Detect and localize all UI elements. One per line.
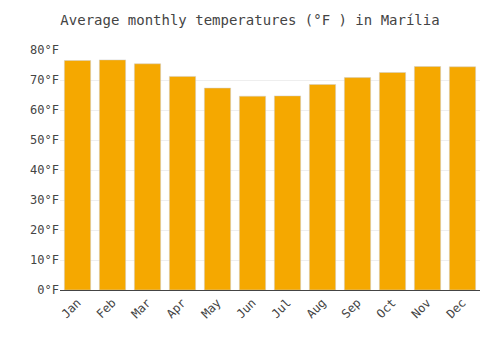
svg-text:Oct: Oct <box>374 296 399 321</box>
svg-text:Aug: Aug <box>304 296 329 321</box>
svg-text:40°F: 40°F <box>30 163 59 177</box>
svg-text:Mar: Mar <box>129 296 154 321</box>
svg-text:80°F: 80°F <box>30 43 59 57</box>
svg-text:Dec: Dec <box>444 296 469 321</box>
svg-text:20°F: 20°F <box>30 223 59 237</box>
svg-text:60°F: 60°F <box>30 103 59 117</box>
svg-text:Feb: Feb <box>94 296 119 321</box>
svg-text:May: May <box>199 296 224 321</box>
svg-text:Jan: Jan <box>59 296 84 321</box>
svg-text:Average monthly temperatures (: Average monthly temperatures (°F ) in Ma… <box>60 12 439 28</box>
svg-text:Jul: Jul <box>269 296 294 321</box>
svg-text:0°F: 0°F <box>37 283 59 297</box>
svg-text:70°F: 70°F <box>30 73 59 87</box>
svg-text:30°F: 30°F <box>30 193 59 207</box>
svg-text:Jun: Jun <box>234 296 259 321</box>
svg-text:Nov: Nov <box>409 296 434 321</box>
svg-text:50°F: 50°F <box>30 133 59 147</box>
svg-text:10°F: 10°F <box>30 253 59 267</box>
svg-text:Apr: Apr <box>164 296 189 321</box>
svg-text:Sep: Sep <box>339 296 364 321</box>
